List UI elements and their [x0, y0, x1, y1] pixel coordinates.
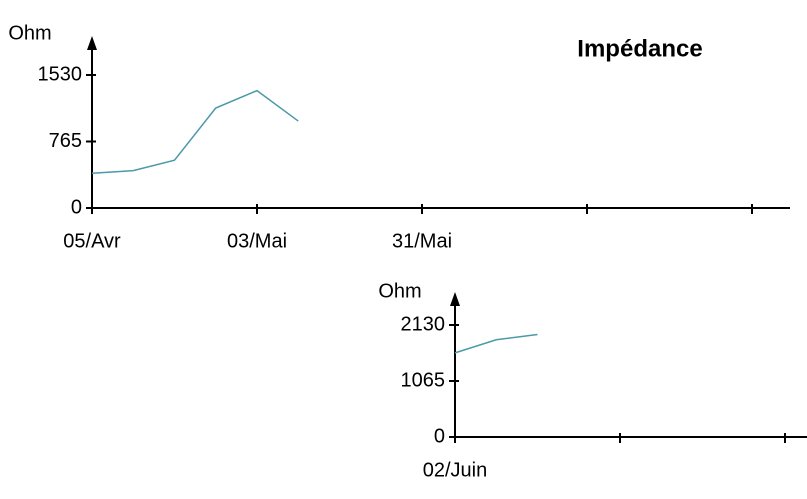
data-line — [92, 91, 422, 187]
data-line — [454, 333, 538, 354]
y-tick-label: 2130 — [401, 313, 446, 335]
y-tick-label: 765 — [49, 130, 82, 152]
y-tick-label: 1065 — [401, 369, 446, 391]
x-tick-label: 03/Mai — [227, 230, 287, 252]
y-axis-label: Ohm — [8, 22, 51, 44]
y-tick-label: 1530 — [38, 63, 83, 85]
y-tick-label: 0 — [71, 196, 82, 218]
x-tick-label: 31/Mai — [392, 230, 452, 252]
x-tick-label: 05/Avr — [63, 230, 121, 252]
y-axis-label: Ohm — [378, 280, 421, 302]
chart-title: Impédance — [577, 35, 702, 62]
y-tick-label: 0 — [434, 425, 445, 447]
x-tick-label: 02/Juin — [423, 459, 488, 481]
